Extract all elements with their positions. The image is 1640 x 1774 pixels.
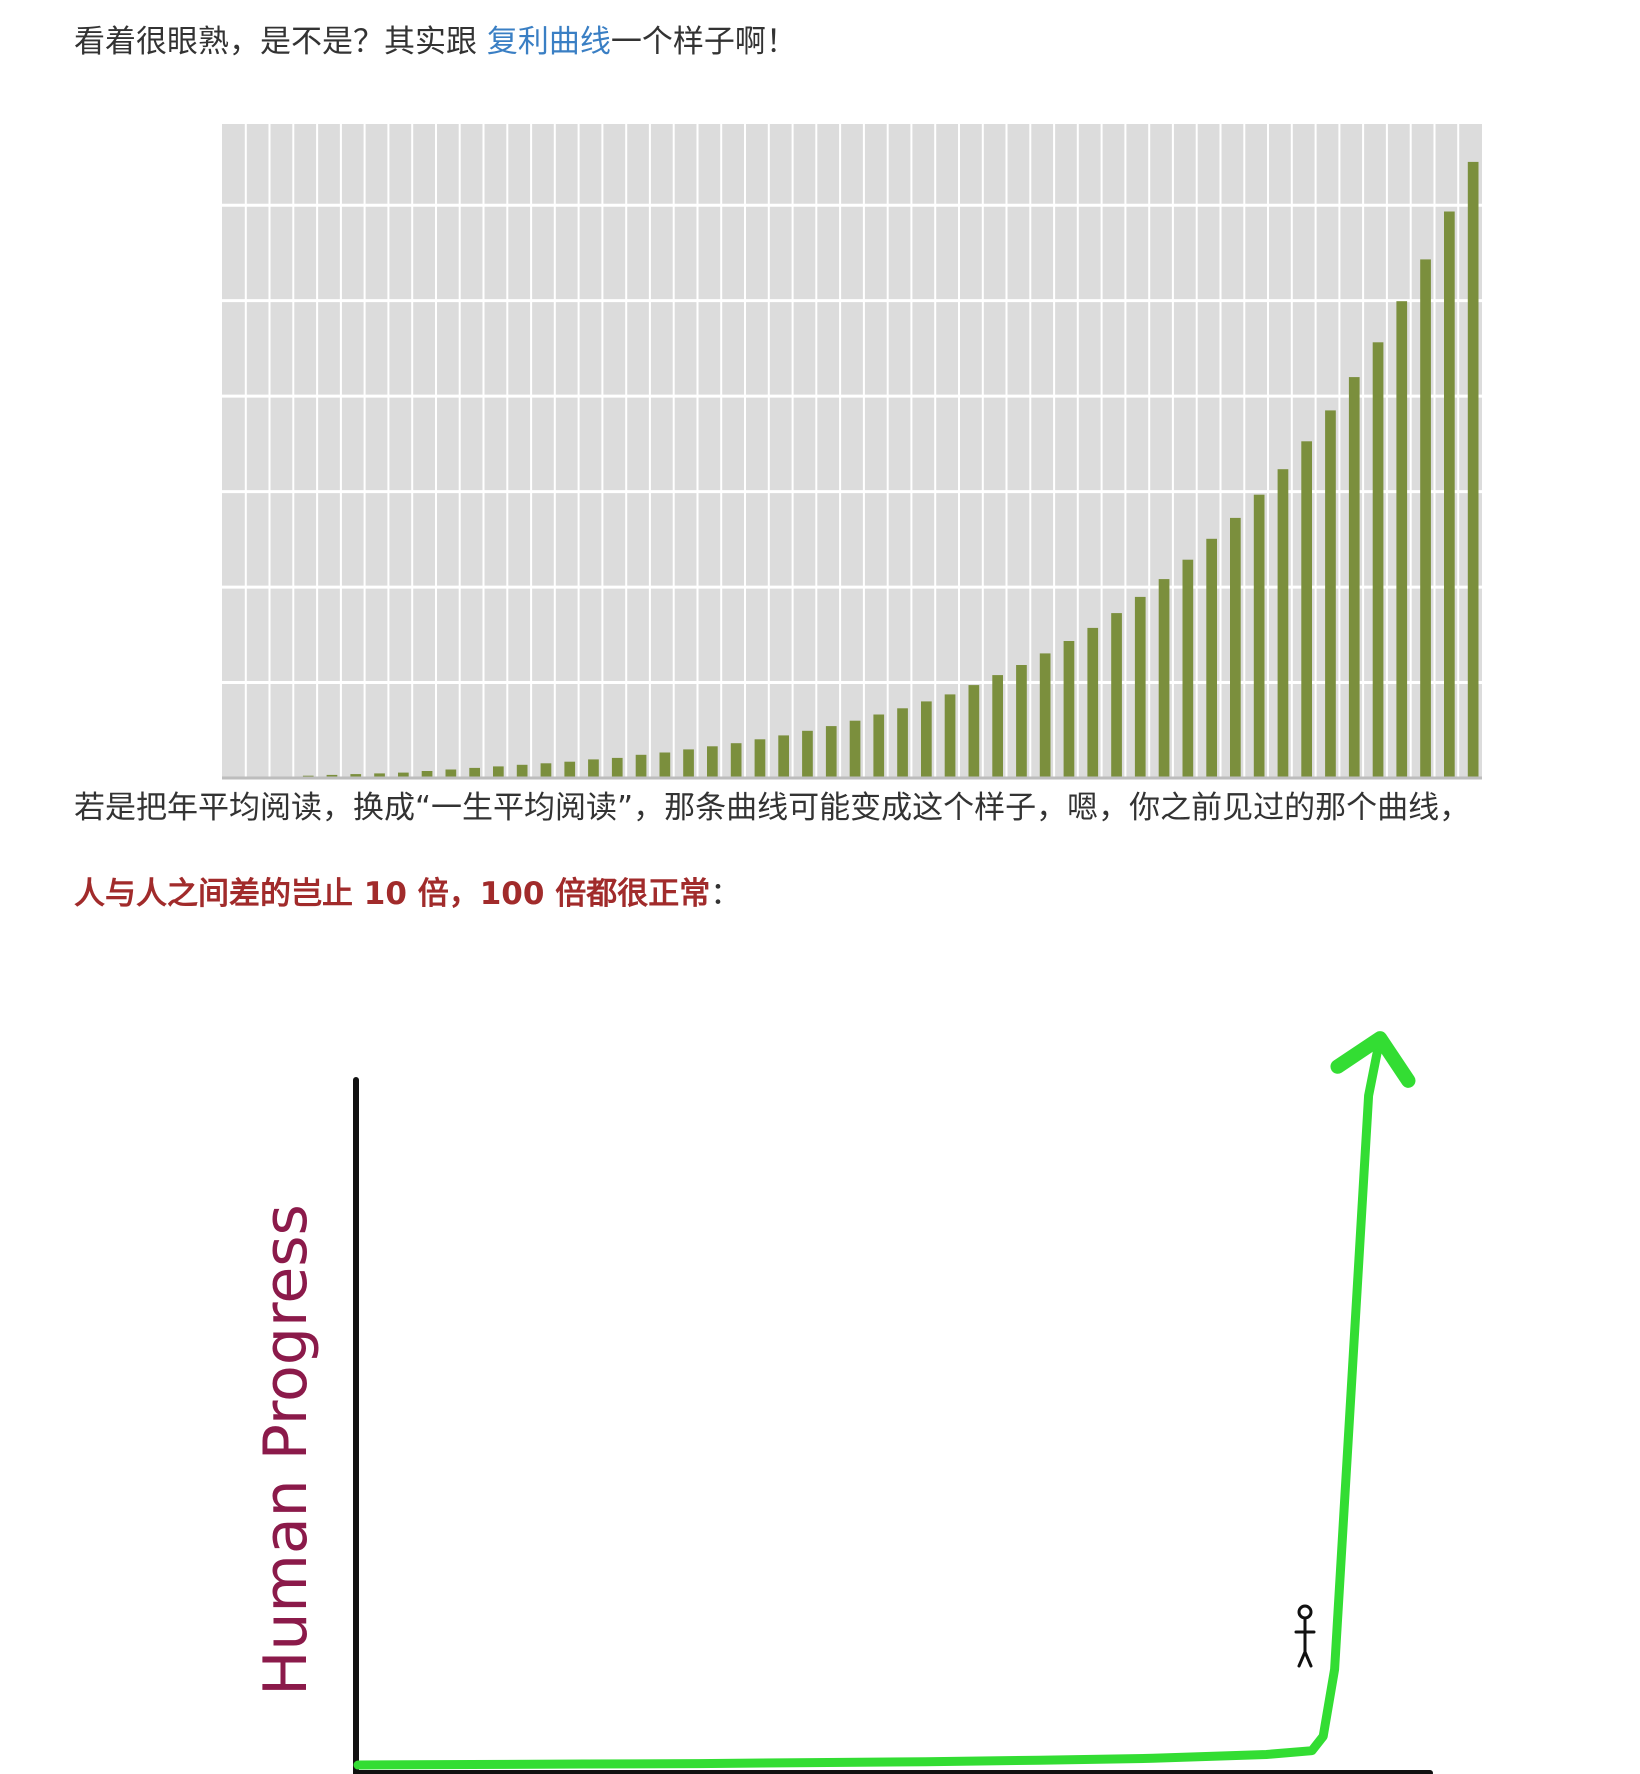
compound-growth-bar-chart [222,124,1482,780]
intro-text: 看着很眼熟，是不是？其实跟 [74,24,487,60]
bar-35 [1039,653,1051,778]
bar-48 [1348,377,1360,778]
reading-paragraph: 若是把年平均阅读，换成“一生平均阅读”，那条曲线可能变成这个样子，嗯，你之前见过… [74,790,1471,826]
bar-29 [897,708,908,778]
bar-19 [659,752,671,778]
bar-5 [326,774,338,778]
bar-25 [802,730,813,778]
plot-background [222,124,1482,778]
bar-30 [921,701,932,778]
bar-14 [540,763,552,778]
intro-paragraph: 看着很眼熟，是不是？其实跟 复利曲线一个样子啊！ [74,16,797,68]
bar-26 [825,726,837,778]
bar-33 [992,675,1003,778]
bar-41 [1182,559,1194,778]
bar-27 [849,720,861,778]
bar-8 [398,772,409,778]
bar-18 [635,754,647,778]
bar-series [302,161,1479,778]
progress-curve [353,1031,1416,1770]
bar-49 [1372,342,1384,778]
bar-23 [754,739,766,778]
bar-38 [1111,613,1122,778]
bar-36 [1063,641,1075,778]
compound-curve-link[interactable]: 复利曲线 [486,24,611,60]
bar-45 [1277,469,1289,778]
bar-40 [1158,579,1170,778]
bar-16 [588,759,599,778]
bar-53 [1467,161,1479,778]
bar-15 [564,761,576,778]
bar-39 [1134,596,1146,778]
bar-22 [730,743,742,778]
bar-46 [1301,441,1312,778]
bar-42 [1206,538,1217,778]
intro-text-end: 一个样子啊！ [610,24,797,60]
bar-17 [611,757,623,778]
bar-13 [516,764,528,778]
bar-50 [1396,301,1408,778]
y-axis-label: Human Progress [251,1204,321,1696]
stick-figure [1294,1604,1316,1668]
bar-52 [1444,211,1455,778]
bar-10 [445,769,457,778]
bar-20 [683,749,694,778]
bar-7 [374,773,385,778]
emphasis-text: 人与人之间差的岂止 10 倍，100 倍都很正常 [74,876,711,912]
bar-37 [1087,627,1099,778]
bar-28 [873,714,885,778]
bar-9 [421,771,433,778]
emphasis-colon: ： [710,876,742,912]
bar-32 [968,685,980,778]
vertical-gridlines [244,124,1460,778]
bar-44 [1253,494,1265,778]
human-progress-chart: Human Progress [251,1031,1433,1774]
bar-24 [778,735,789,778]
bar-43 [1230,517,1241,778]
bar-12 [493,766,504,778]
bar-31 [944,694,956,778]
bar-11 [469,767,480,778]
bar-34 [1016,665,1027,778]
horizontal-gridlines [222,203,1482,684]
bar-51 [1420,259,1431,778]
bar-21 [707,746,718,778]
bar-6 [350,774,362,778]
bar-47 [1325,410,1336,778]
emphasis-paragraph: 人与人之间差的岂止 10 倍，100 倍都很正常： [74,868,741,920]
